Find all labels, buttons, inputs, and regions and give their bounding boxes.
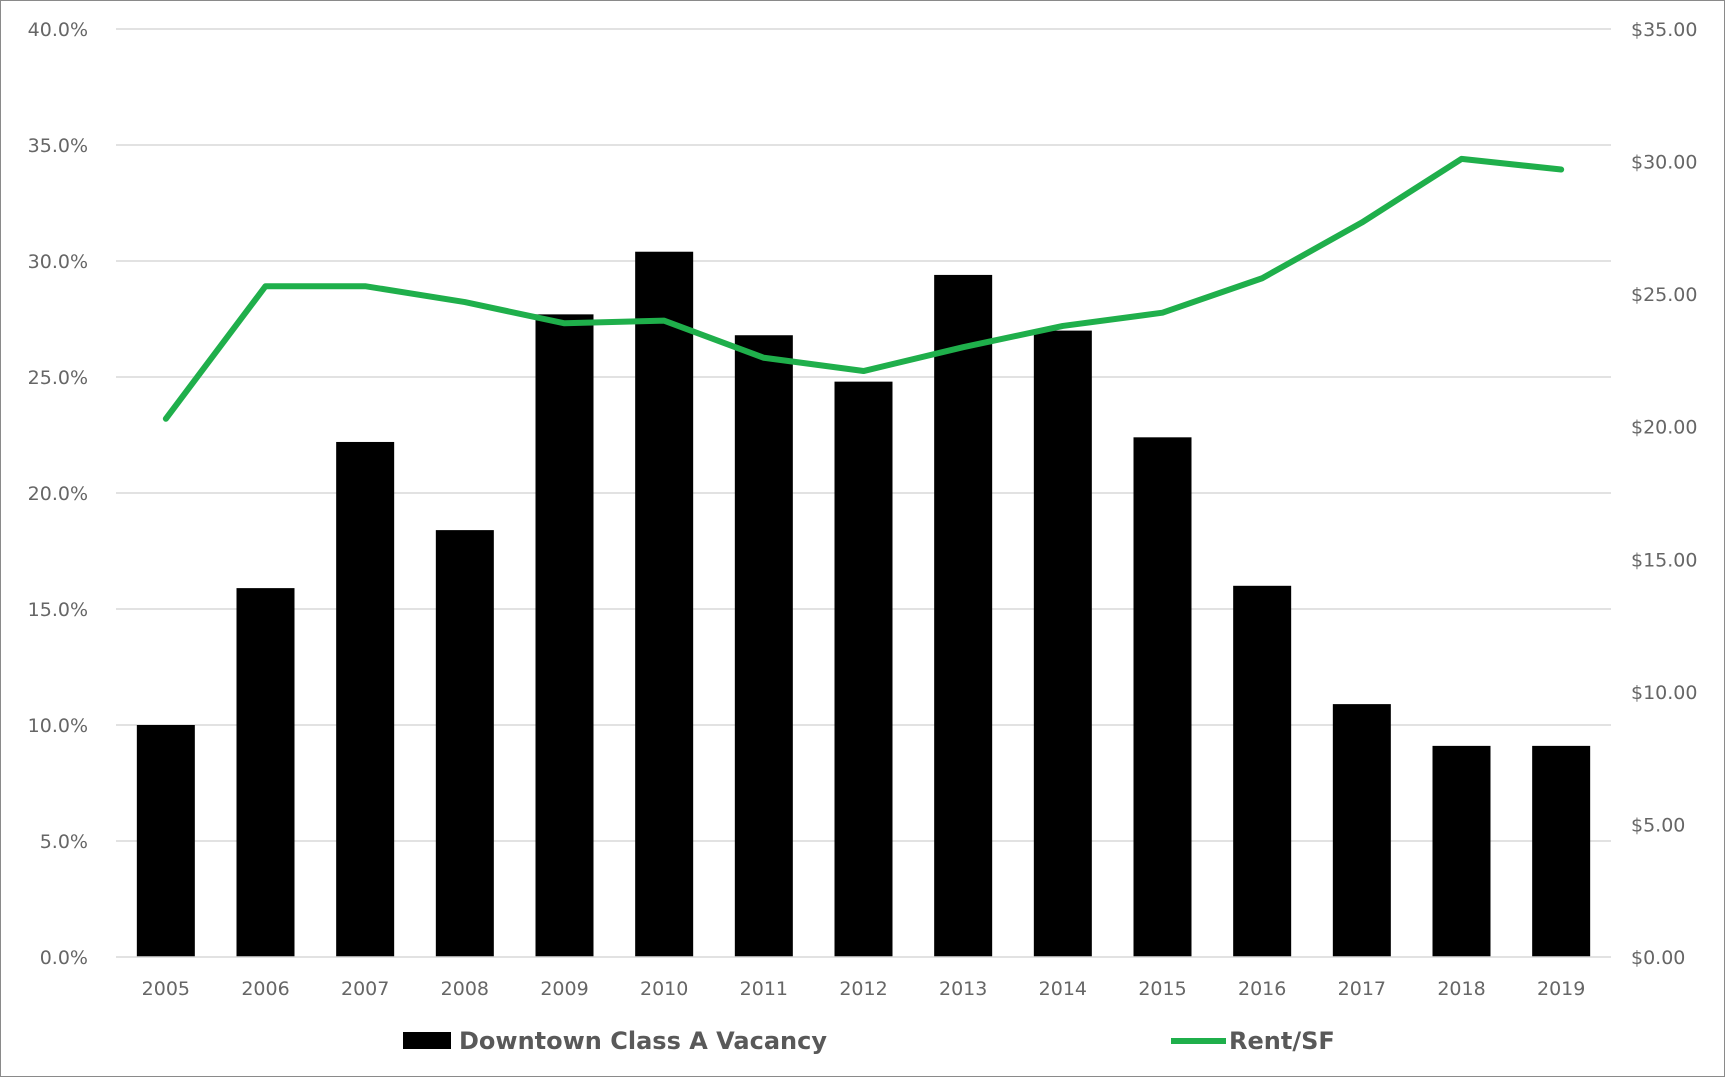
x-tick-label: 2019 [1537,978,1585,1000]
right-axis-ticks: $0.00 $5.00 $10.00 $15.00 $20.00 $25.00 $30.00… [1631,19,1697,969]
bar [1233,585,1292,957]
x-tick-label: 2007 [341,978,389,1000]
x-tick-label: 2017 [1338,978,1386,1000]
bar [734,335,793,957]
rent-line [162,155,1565,422]
x-tick-label: 2009 [540,978,588,1000]
bar [1332,704,1391,957]
bar [535,314,594,957]
x-tick-label: 2015 [1138,978,1186,1000]
right-tick-label: $30.00 [1631,152,1697,174]
bar [136,725,195,957]
right-tick-label: $0.00 [1631,947,1685,969]
vacancy-bars [136,251,1591,958]
bar [834,381,893,957]
legend-label-vacancy: Downtown Class A Vacancy [459,1027,827,1055]
bar [1532,745,1591,957]
bar [934,274,993,957]
x-tick-label: 2010 [640,978,688,1000]
x-tick-label: 2005 [142,978,190,1000]
x-tick-label: 2012 [839,978,887,1000]
right-tick-label: $35.00 [1631,19,1697,41]
x-tick-label: 2014 [1039,978,1087,1000]
left-tick-label: 5.0% [40,831,88,853]
left-tick-label: 40.0% [28,19,88,41]
bar [1432,745,1491,957]
left-tick-label: 25.0% [28,367,88,389]
legend-label-rent: Rent/SF [1229,1027,1335,1055]
right-tick-label: $10.00 [1631,682,1697,704]
x-tick-label: 2011 [740,978,788,1000]
legend: Downtown Class A Vacancy Rent/SF [403,1027,1335,1055]
left-tick-label: 10.0% [28,715,88,737]
x-tick-label: 2008 [441,978,489,1000]
right-tick-label: $20.00 [1631,417,1697,439]
x-tick-label: 2018 [1437,978,1485,1000]
left-tick-label: 15.0% [28,599,88,621]
left-axis-ticks: 0.0% 5.0% 10.0% 15.0% 20.0% 25.0% 30.0% 35.0% 40… [28,19,88,969]
bar [336,441,395,958]
left-tick-label: 30.0% [28,251,88,273]
bar [635,251,694,958]
right-tick-label: $15.00 [1631,549,1697,571]
x-tick-label: 2016 [1238,978,1286,1000]
right-tick-label: $5.00 [1631,814,1685,836]
x-tick-label: 2006 [241,978,289,1000]
bar [236,588,295,957]
legend-swatch-vacancy [403,1032,451,1049]
bar [1133,437,1192,957]
left-tick-label: 0.0% [40,947,88,969]
bar [435,530,494,957]
right-tick-label: $25.00 [1631,284,1697,306]
x-axis-ticks: 2005 2006 2007 2008 2009 2010 2011 2012 2013 2014… [142,978,1586,1000]
x-tick-label: 2013 [939,978,987,1000]
left-tick-label: 20.0% [28,483,88,505]
left-tick-label: 35.0% [28,135,88,157]
bar [1033,330,1092,958]
